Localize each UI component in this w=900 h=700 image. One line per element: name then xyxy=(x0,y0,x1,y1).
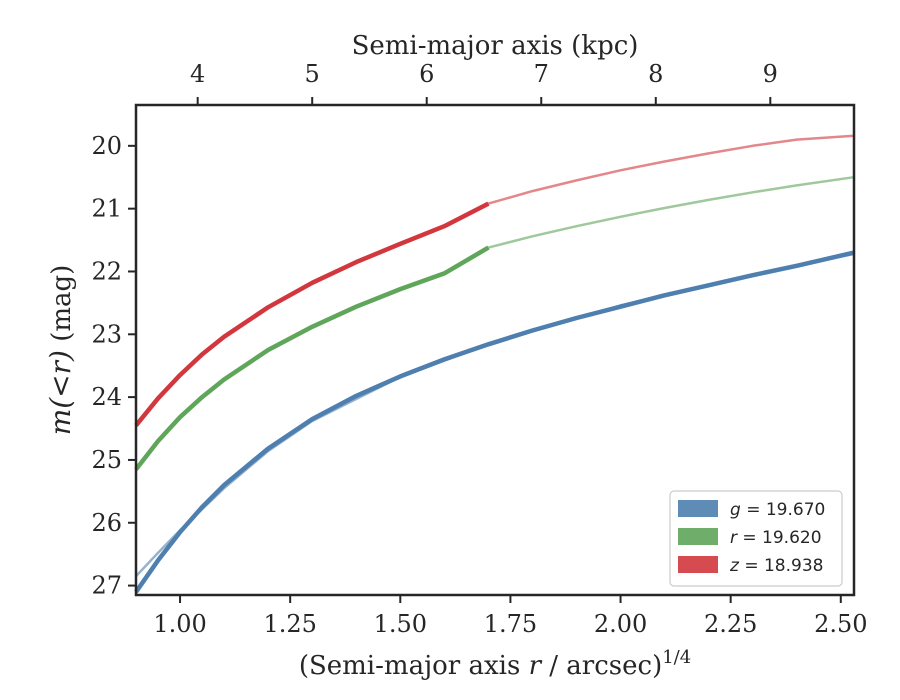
left-axis: 20 21 22 23 24 25 26 27 xyxy=(91,132,136,600)
top-axis: 4 5 6 7 8 9 xyxy=(190,60,778,105)
top-axis-label: Semi-major axis (kpc) xyxy=(352,31,639,61)
x2-tick-label: 8 xyxy=(648,60,663,88)
series-2-model-line xyxy=(487,134,856,205)
y-tick-label: 23 xyxy=(91,320,122,348)
bottom-axis-label: (Semi-major axis r / arcsec)1/4 xyxy=(299,647,691,681)
x-tick-label: 1.00 xyxy=(153,610,206,638)
x-tick-label: 2.00 xyxy=(594,610,647,638)
legend-swatch xyxy=(678,500,718,517)
y-tick-label: 21 xyxy=(91,195,122,223)
x-tick-label: 2.50 xyxy=(814,610,867,638)
x-tick-label: 2.25 xyxy=(704,610,757,638)
y-tick-label: 25 xyxy=(91,446,122,474)
y-tick-label: 27 xyxy=(91,572,122,600)
bottom-axis: 1.00 1.25 1.50 1.75 2.00 2.25 2.50 xyxy=(153,595,868,638)
plot-frame xyxy=(134,103,856,597)
x-tick-label: 1.75 xyxy=(484,610,537,638)
series-1-model-line xyxy=(487,175,856,249)
x2-tick-label: 7 xyxy=(534,60,549,88)
y-tick-label: 20 xyxy=(91,132,122,160)
y-tick-label: 26 xyxy=(91,509,122,537)
legend-label: r = 19.620 xyxy=(730,528,822,548)
x2-tick-label: 6 xyxy=(419,60,434,88)
x-tick-label: 1.25 xyxy=(263,610,316,638)
legend: g = 19.670 r = 19.620 z = 18.938 xyxy=(669,490,843,587)
legend-swatch xyxy=(678,556,718,573)
x-tick-label: 1.50 xyxy=(374,610,427,638)
x2-tick-label: 4 xyxy=(190,60,205,88)
y-tick-label: 22 xyxy=(91,257,122,285)
plot-lines xyxy=(134,134,856,594)
left-axis-label: m(<r) (mag) xyxy=(44,265,77,436)
series-1-measured-line xyxy=(134,245,490,471)
series-0-measured-line xyxy=(134,250,855,594)
legend-swatch xyxy=(678,528,718,545)
series-2-measured-line xyxy=(134,201,490,427)
legend-label: z = 18.938 xyxy=(729,556,823,576)
legend-label: g = 19.670 xyxy=(730,500,825,520)
x2-tick-label: 5 xyxy=(305,60,320,88)
x2-tick-label: 9 xyxy=(763,60,778,88)
y-tick-label: 24 xyxy=(91,383,122,411)
